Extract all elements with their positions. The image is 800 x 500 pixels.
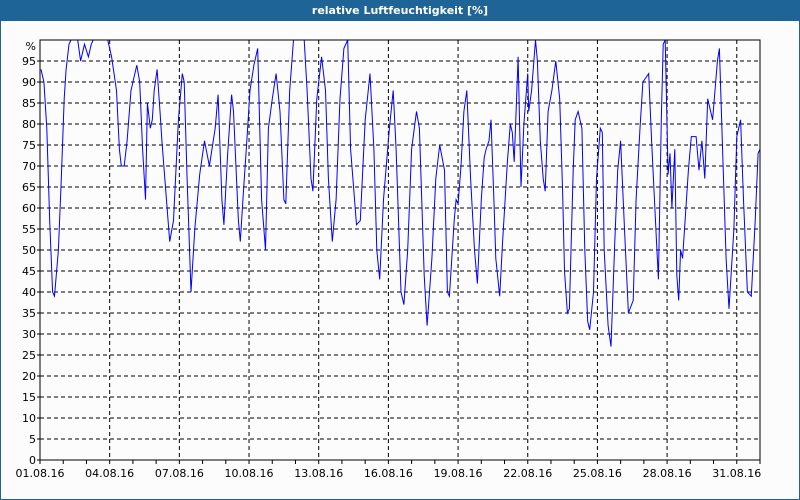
- plot-frame: [39, 39, 761, 461]
- x-tick-label: 01.08.16: [16, 467, 65, 480]
- y-tick-label: 5: [29, 433, 36, 446]
- y-tick-label: 60: [22, 202, 36, 215]
- x-tick-label: 04.08.16: [85, 467, 134, 480]
- x-tick-label: 25.08.16: [573, 467, 622, 480]
- y-tick-label: 40: [22, 286, 36, 299]
- y-tick-label: 95: [22, 55, 36, 68]
- x-tick-label: 19.08.16: [434, 467, 483, 480]
- y-tick-label: 80: [22, 118, 36, 131]
- y-axis-unit: %: [26, 40, 36, 53]
- y-tick-label: 45: [22, 265, 36, 278]
- humidity-series-line: [40, 39, 761, 347]
- y-tick-label: 30: [22, 328, 36, 341]
- y-tick-label: 10: [22, 412, 36, 425]
- y-tick-label: 70: [22, 160, 36, 173]
- y-tick-label: 20: [22, 370, 36, 383]
- y-tick-label: 75: [22, 139, 36, 152]
- x-tick-label: 10.08.16: [225, 467, 274, 480]
- y-tick-label: 25: [22, 349, 36, 362]
- y-tick-label: 85: [22, 97, 36, 110]
- y-tick-label: 50: [22, 244, 36, 257]
- y-tick-label: 35: [22, 307, 36, 320]
- y-tick-label: 90: [22, 76, 36, 89]
- y-tick-label: 55: [22, 223, 36, 236]
- x-tick-label: 28.08.16: [643, 467, 692, 480]
- x-tick-label: 22.08.16: [503, 467, 552, 480]
- x-tick-label: 31.08.16: [712, 467, 761, 480]
- y-tick-label: 65: [22, 181, 36, 194]
- y-tick-label: 0: [29, 454, 36, 467]
- x-tick-label: 07.08.16: [155, 467, 204, 480]
- chart-title: relative Luftfeuchtigkeit [%]: [1, 1, 799, 21]
- y-tick-label: 15: [22, 391, 36, 404]
- x-tick-label: 13.08.16: [294, 467, 343, 480]
- x-tick-label: 16.08.16: [364, 467, 413, 480]
